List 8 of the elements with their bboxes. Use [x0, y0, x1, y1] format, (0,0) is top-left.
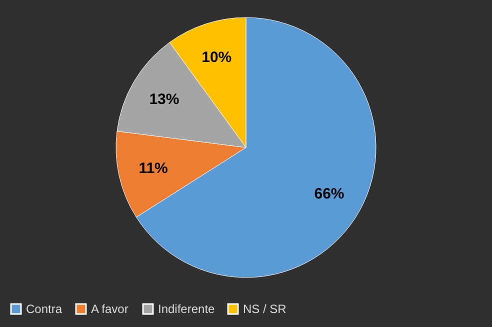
data-label: 13%	[149, 91, 180, 108]
legend-label: Indiferente	[158, 302, 216, 316]
data-label: 66%	[314, 185, 344, 202]
legend-label: NS / SR	[243, 302, 287, 316]
data-label: 10%	[202, 49, 232, 66]
data-label: 11%	[138, 160, 168, 178]
legend-label: A favor	[91, 302, 128, 316]
legend-label: Contra	[26, 302, 62, 316]
